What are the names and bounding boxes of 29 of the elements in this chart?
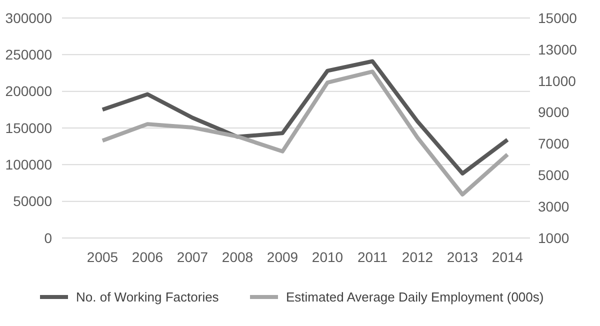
x-tick-label: 2009 xyxy=(266,249,298,265)
x-tick-label: 2012 xyxy=(402,249,434,265)
y2-tick-label: 11000 xyxy=(538,72,576,89)
y-tick-label: 250000 xyxy=(5,46,52,63)
y2-tick-label: 15000 xyxy=(538,10,578,26)
x-tick-label: 2007 xyxy=(176,249,208,265)
y2-tick-label: 1000 xyxy=(538,230,570,246)
x-tick-label: 2005 xyxy=(86,249,118,265)
x-tick-label: 2014 xyxy=(492,249,524,265)
y-tick-label: 50000 xyxy=(13,193,52,210)
y2-tick-label: 13000 xyxy=(538,41,578,58)
y2-tick-label: 9000 xyxy=(538,104,570,120)
x-tick-label: 2011 xyxy=(357,249,388,265)
y-tick-label: 150000 xyxy=(5,120,52,136)
x-tick-label: 2006 xyxy=(132,249,164,265)
y-tick-label: 300000 xyxy=(5,10,52,26)
legend-label: No. of Working Factories xyxy=(76,290,220,305)
legend-label: Estimated Average Daily Employment (000s) xyxy=(286,290,544,305)
line-series xyxy=(100,70,510,196)
y-tick-label: 200000 xyxy=(5,83,52,100)
line-series xyxy=(100,59,510,176)
y-tick-label: 0 xyxy=(44,230,52,246)
y2-tick-label: 7000 xyxy=(538,136,570,152)
x-tick-label: 2013 xyxy=(446,249,478,265)
y2-tick-label: 5000 xyxy=(538,167,570,184)
y2-tick-label: 3000 xyxy=(538,198,570,214)
x-tick-label: 2010 xyxy=(312,249,344,265)
y-tick-label: 100000 xyxy=(5,156,52,173)
x-tick-label: 2008 xyxy=(222,249,254,265)
